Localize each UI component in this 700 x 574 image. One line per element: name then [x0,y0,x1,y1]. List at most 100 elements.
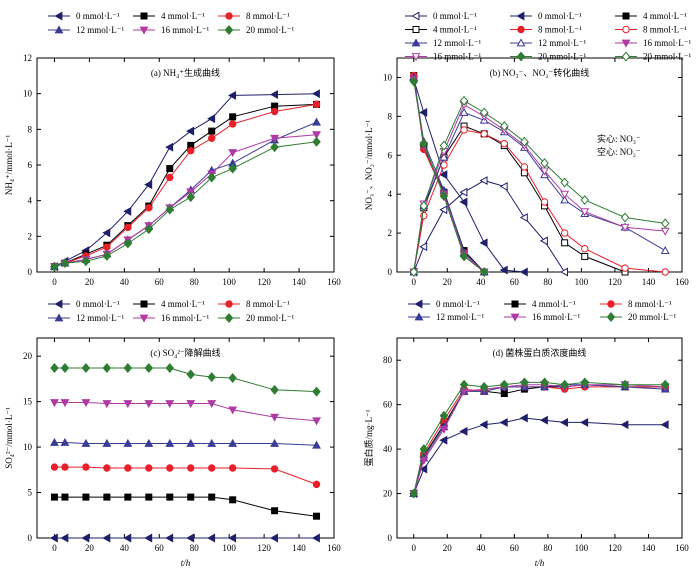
series-line [413,111,666,273]
data-point [270,384,279,395]
series-line [54,496,317,517]
series-4 [50,117,321,271]
series-1 [49,89,320,272]
data-point [312,386,321,397]
legend-entry: 20 mmol·L⁻¹ [218,25,294,35]
legend-entry: 16 mmol·L⁻¹ [133,25,209,35]
data-point [660,379,670,390]
data-point [580,208,590,217]
legend-label: 0 mmol·L⁻¹ [538,11,582,21]
data-point [102,438,112,447]
x-tick-label: 140 [642,277,656,287]
legend-marker [622,25,630,34]
data-point [519,267,528,277]
data-point [165,533,174,543]
data-point [660,245,670,254]
data-point [620,212,630,223]
data-point [81,399,91,408]
y-axis-label: 蛋白质/mg·L⁻¹ [363,409,374,466]
legend-label: 4 mmol·L⁻¹ [161,11,205,21]
y-tick-label: 10 [23,89,33,99]
data-point [186,192,195,203]
data-point [187,493,195,501]
data-point [499,265,508,275]
data-point [409,488,419,499]
legend-label: 12 mmol·L⁻¹ [436,312,484,322]
series-11 [409,76,489,277]
legend-entry: 4 mmol·L⁻¹ [133,11,205,21]
data-point [581,244,589,253]
series-10 [409,101,670,277]
legend-marker [54,11,63,21]
x-tick-label: 120 [608,543,622,553]
legend-2: 0 mmol·L⁻¹ 0 mmol·L⁻¹ 4 mmol·L⁻¹ 4 mmol·L⁻¹… [405,11,691,62]
data-point [166,165,174,173]
legend-marker [225,300,233,308]
legend-marker [225,12,233,20]
data-point [166,464,174,472]
data-point [459,95,469,106]
data-point [207,438,217,447]
x-tick-label: 0 [52,543,57,553]
legend-label: 20 mmol·L⁻¹ [628,312,676,322]
data-point [409,267,419,277]
legend-marker [517,25,525,34]
data-point [228,149,238,158]
data-point [560,195,570,204]
legend-label: 16 mmol·L⁻¹ [161,25,209,35]
data-point [60,437,70,446]
legend-marker [621,51,631,62]
data-point [165,363,175,373]
y-axis-label: NO₃⁻、NO₂⁻/mmol·L⁻¹ [364,120,374,211]
data-point [166,493,174,501]
legend-entry: 8 mmol·L⁻¹ [615,25,687,35]
x-tick-label: 20 [85,543,95,553]
data-point [187,147,195,155]
legend-entry: 12 mmol·L⁻¹ [408,312,484,322]
legend-label: 20 mmol·L⁻¹ [538,52,586,62]
legend-1: 0 mmol·L⁻¹ 4 mmol·L⁻¹ 8 mmol·L⁻¹ 12 mmol·L⁻… [48,11,294,35]
series-line [54,442,317,446]
data-point [580,195,590,205]
data-point [61,463,69,471]
data-point [50,363,59,373]
data-point [123,400,133,409]
series-5 [410,71,488,276]
series-line [54,121,317,268]
x-tick-label: 140 [292,543,306,553]
x-tick-label: 160 [327,277,341,287]
legend-entry: 4 mmol·L⁻¹ [504,299,576,309]
x-tick-label: 120 [257,277,271,287]
series-3 [410,72,488,276]
data-point [124,464,132,472]
data-point [439,140,449,151]
series-2 [409,74,528,277]
data-point [124,223,132,232]
data-point [229,113,237,121]
data-point [144,363,154,373]
data-point [208,493,216,501]
plot-frame [396,337,683,539]
data-point [60,363,70,373]
y-axis-label: SO₄²⁻/mmol·L⁻¹ [4,407,14,469]
legend-label: 16 mmol·L⁻¹ [643,38,691,48]
y-tick-label: 0 [28,533,33,543]
legend-entry: 12 mmol·L⁻¹ [48,313,124,323]
data-point [270,413,280,422]
series-line [54,93,317,268]
legend-label: 8 mmol·L⁻¹ [246,299,290,309]
data-point [459,187,468,197]
data-point [207,400,217,409]
series-line [413,417,666,494]
x-tick-label: 80 [543,277,553,287]
legend-label: 4 mmol·L⁻¹ [532,299,576,309]
x-tick-label: 40 [476,277,486,287]
data-point [540,377,549,388]
data-point [620,420,629,430]
x-tick-label: 120 [257,543,271,553]
x-tick-label: 0 [412,543,417,553]
legend-marker [511,300,519,308]
legend-label: 20 mmol·L⁻¹ [246,313,294,323]
legend-marker [54,25,64,34]
